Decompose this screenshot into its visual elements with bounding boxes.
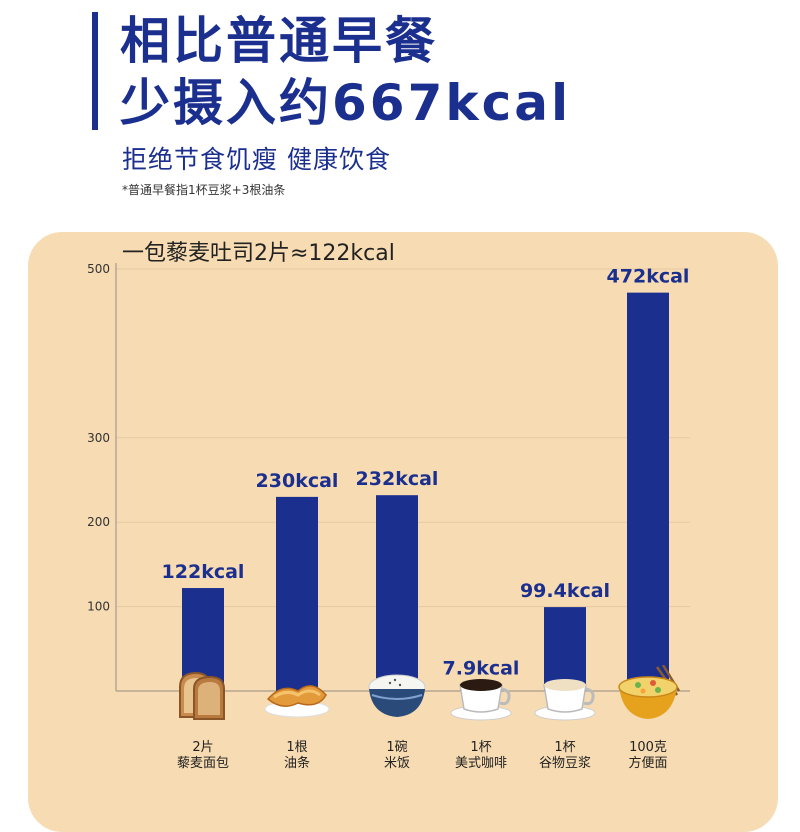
bar-value-label: 122kcal xyxy=(162,561,245,583)
soy-milk-cup-icon xyxy=(530,665,600,721)
category-label: 1碗 米饭 xyxy=(347,740,447,772)
fried-dough-stick-icon xyxy=(262,665,332,721)
category-quantity: 1杯 xyxy=(470,740,492,755)
instant-noodles-icon xyxy=(613,664,683,721)
headline-line-2: 少摄入约667kcal xyxy=(120,74,572,132)
y-tick-label: 500 xyxy=(87,262,110,276)
category-name: 谷物豆浆 xyxy=(538,756,591,771)
bar-value-label: 472kcal xyxy=(607,266,690,288)
category-label: 100克 方便面 xyxy=(598,740,698,772)
subheadline: 拒绝节食饥瘦 健康饮食 xyxy=(122,145,391,174)
category-label: 1根 油条 xyxy=(247,740,347,772)
rice-bowl-icon xyxy=(362,665,432,721)
y-tick-label: 300 xyxy=(87,431,110,445)
category-name: 米饭 xyxy=(383,756,410,771)
category-name: 油条 xyxy=(283,756,310,771)
bar xyxy=(627,292,669,691)
bar xyxy=(544,607,586,691)
category-name: 美式咖啡 xyxy=(454,756,507,771)
category-label: 1杯 美式咖啡 xyxy=(431,740,531,772)
category-name: 藜麦面包 xyxy=(176,756,229,771)
coffee-cup-icon xyxy=(446,665,516,721)
bar xyxy=(376,495,418,691)
category-quantity: 100克 xyxy=(629,740,667,755)
toast-slices-icon xyxy=(168,665,238,721)
title-accent-bar xyxy=(92,12,98,130)
y-tick-label: 100 xyxy=(87,600,110,614)
headline-line-1: 相比普通早餐 xyxy=(120,12,438,70)
bar-value-label: 99.4kcal xyxy=(520,580,610,602)
category-quantity: 2片 xyxy=(192,740,214,755)
bar-value-label: 7.9kcal xyxy=(443,657,520,679)
category-label: 2片 藜麦面包 xyxy=(153,740,253,772)
bar-value-label: 230kcal xyxy=(256,470,339,492)
category-quantity: 1根 xyxy=(286,740,308,755)
category-quantity: 1杯 xyxy=(554,740,576,755)
category-quantity: 1碗 xyxy=(386,740,408,755)
bar xyxy=(276,496,318,691)
y-tick-label: 200 xyxy=(87,515,110,529)
bar-value-label: 232kcal xyxy=(356,468,439,490)
footnote: *普通早餐指1杯豆浆+3根油条 xyxy=(122,183,286,197)
chart-title: 一包藜麦吐司2片≈122kcal xyxy=(122,241,395,266)
category-label: 1杯 谷物豆浆 xyxy=(515,740,615,772)
category-name: 方便面 xyxy=(628,756,668,771)
